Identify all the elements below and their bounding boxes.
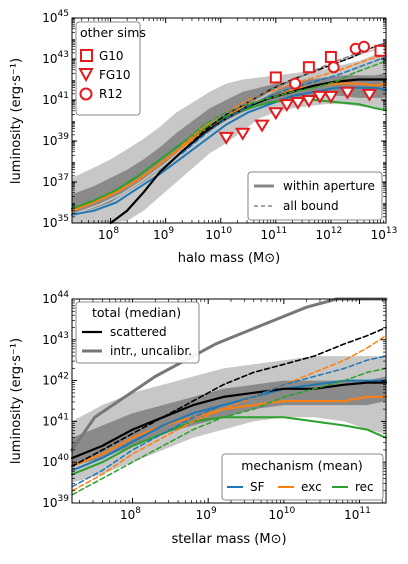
fg10-marker xyxy=(361,88,378,102)
axis-ticks: 108 109 1010 1011 1012 1013 1035 1037 1039 1041 10… xyxy=(42,9,397,242)
square-marker-icon xyxy=(80,49,93,62)
fg10-marker xyxy=(254,119,270,133)
panel-stellar-mass: 108 109 1010 1011 1039 1040 1041 1042 1043 1044 s… xyxy=(9,290,388,547)
y-tick-label: 1043 xyxy=(42,50,69,66)
x-axis-label: halo mass (M⊙) xyxy=(178,251,280,266)
legend-title: mechanism (mean) xyxy=(241,458,363,473)
legend-label-all-bound: all bound xyxy=(283,199,339,213)
series-line-10 xyxy=(71,367,387,496)
r12-marker xyxy=(289,77,302,90)
fg10-marker xyxy=(301,95,317,108)
legend-label-exc: exc xyxy=(301,480,322,494)
fg10-marker xyxy=(218,131,235,145)
y-tick-label: 1040 xyxy=(42,453,69,469)
y-tick-label: 1041 xyxy=(42,91,69,107)
y-axis-label: luminosity (erg·s⁻¹) xyxy=(9,338,24,464)
legend-label-fg10: FG10 xyxy=(99,68,130,82)
y-tick-label: 1037 xyxy=(42,173,69,189)
plot-frame-1 xyxy=(71,17,387,224)
y-axis-label: luminosity (erg·s⁻¹) xyxy=(9,58,24,184)
fg10-marker xyxy=(290,97,306,110)
fg10-marker xyxy=(323,90,339,104)
x-tick-label: 1010 xyxy=(268,506,295,522)
legend-label-rec: rec xyxy=(355,480,374,494)
legend-other-sims: other sims G10 FG10 R12 xyxy=(75,21,146,116)
y-tick-label: 1043 xyxy=(42,331,69,347)
legend-box xyxy=(221,453,384,501)
g10-marker xyxy=(324,50,337,63)
x-tick-label: 1011 xyxy=(344,506,371,522)
fg10-marker xyxy=(312,90,328,104)
r12-marker xyxy=(357,40,370,53)
g10-marker xyxy=(269,71,282,84)
series-line-4 xyxy=(71,82,387,212)
panel-halo-mass: 108 109 1010 1011 1012 1013 1035 1037 1039 1041 10… xyxy=(9,9,397,266)
x-axis-label: stellar mass (M⊙) xyxy=(171,532,286,547)
legend-label-g10: G10 xyxy=(99,49,124,63)
triangle-down-marker-icon xyxy=(78,68,94,83)
other-sims-markers xyxy=(218,40,387,145)
legend-aperture: within aperture all bound xyxy=(247,171,383,221)
legend-label-sf: SF xyxy=(250,480,265,494)
x-tick-label: 1013 xyxy=(371,226,398,242)
r12-marker xyxy=(327,61,340,74)
g10-marker xyxy=(374,44,387,57)
series-line-6 xyxy=(70,381,388,460)
y-tick-label: 1035 xyxy=(42,214,69,230)
legend-mechanism: mechanism (mean) SF exc rec xyxy=(221,453,384,501)
plot-frame-2 xyxy=(71,298,387,504)
y-tick-label: 1039 xyxy=(42,494,69,510)
scatter-band-inner xyxy=(72,376,386,467)
legend-box xyxy=(247,171,383,221)
series-line-9 xyxy=(181,60,387,144)
y-tick-label: 1039 xyxy=(42,132,69,148)
y-tick-label: 1044 xyxy=(42,290,69,306)
axis-ticks: 108 109 1010 1011 1039 1040 1041 1042 1043 1044 xyxy=(42,290,386,522)
fg10-marker xyxy=(235,127,251,141)
fg10-marker xyxy=(279,99,295,113)
x-tick-label: 109 xyxy=(153,226,174,242)
y-tick-label: 1045 xyxy=(42,9,69,25)
x-tick-label: 108 xyxy=(98,226,119,242)
x-tick-label: 1012 xyxy=(316,226,343,242)
legend-label-r12: R12 xyxy=(99,87,123,101)
x-tick-label: 109 xyxy=(196,506,217,522)
x-tick-label: 1010 xyxy=(205,226,232,242)
legend-title: total (median) xyxy=(92,305,181,320)
fg10-marker xyxy=(339,86,356,100)
series-line-8 xyxy=(71,334,387,492)
fg10-marker xyxy=(268,107,284,121)
x-tick-label: 108 xyxy=(120,506,141,522)
legend-label-scattered: scattered xyxy=(110,325,167,339)
series-line-4 xyxy=(71,395,387,468)
y-tick-label: 1042 xyxy=(42,372,69,388)
legend-label-within-aperture: within aperture xyxy=(283,179,375,193)
legend-box xyxy=(75,301,200,364)
series-line-9 xyxy=(71,355,387,488)
circle-marker-icon xyxy=(79,87,93,101)
legend-title: other sims xyxy=(80,25,146,40)
x-tick-label: 1011 xyxy=(260,226,287,242)
g10-marker xyxy=(302,61,315,74)
y-tick-label: 1041 xyxy=(42,412,69,428)
legend-label-intrinsic: intr., uncalibr. xyxy=(110,344,192,358)
series-line-7 xyxy=(71,326,387,468)
series-lines xyxy=(70,297,388,496)
legend-total: total (median) scattered intr., uncalibr… xyxy=(75,301,200,364)
series-line-3 xyxy=(71,416,387,476)
